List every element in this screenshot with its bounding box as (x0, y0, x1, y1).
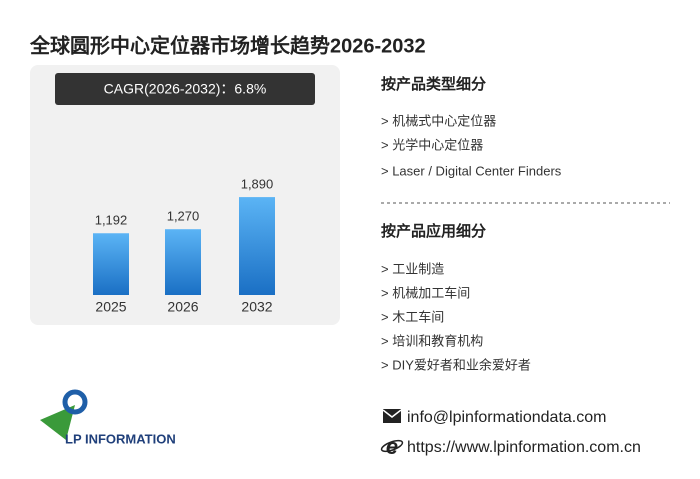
svg-text:e: e (386, 434, 398, 459)
x-tick-label: 2032 (241, 299, 272, 315)
segment-item: > 机械加工车间 (381, 285, 470, 300)
mail-icon (382, 409, 402, 423)
segment-heading: 按产品类型细分 (381, 75, 486, 93)
segment-item: > Laser / Digital Center Finders (381, 163, 562, 178)
cagr-label: CAGR(2026-2032)：6.8% (104, 81, 267, 97)
segment-item: > 机械式中心定位器 (381, 113, 496, 128)
website: https://www.lpinformation.com.cn (407, 439, 641, 456)
x-tick-label: 2025 (95, 299, 126, 315)
segment-item: > 木工车间 (381, 309, 444, 324)
logo-mark (40, 389, 88, 440)
value-label: 1,890 (241, 177, 274, 192)
logo-text: LP INFORMATION (65, 431, 176, 446)
bar (165, 229, 201, 295)
bar (93, 233, 129, 295)
cagr-banner (55, 73, 315, 105)
bar (239, 197, 275, 295)
value-label: 1,270 (167, 209, 200, 224)
email: info@lpinformationdata.com (407, 409, 606, 426)
segment-item: > 光学中心定位器 (381, 137, 483, 152)
x-tick-label: 2026 (167, 299, 198, 315)
segment-item: > 培训和教育机构 (381, 333, 483, 348)
segment-heading: 按产品应用细分 (381, 222, 486, 240)
segment-item: > 工业制造 (381, 261, 444, 276)
value-label: 1,192 (95, 213, 128, 228)
title: 全球圆形中心定位器市场增长趋势2026-2032 (29, 33, 426, 57)
web-icon: e (380, 434, 404, 459)
segment-item: > DIY爱好者和业余爱好者 (381, 357, 531, 372)
